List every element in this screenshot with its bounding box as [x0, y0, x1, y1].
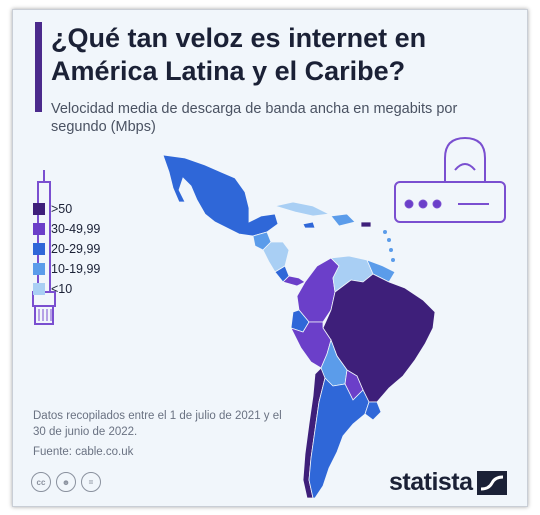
brand-name: statista [389, 468, 473, 496]
country-hispaniola [330, 213, 356, 227]
legend-swatch [33, 243, 45, 255]
country-jamaica [302, 221, 316, 229]
legend-label: <10 [51, 282, 73, 296]
country-guyana-suriname [366, 259, 396, 283]
router-icon [394, 136, 506, 223]
legend-label: >50 [51, 202, 73, 216]
data-collection-note: Datos recopilados entre el 1 de julio de… [33, 410, 282, 438]
page-title: ¿Qué tan veloz es internet en América La… [51, 23, 427, 86]
country-mexico [162, 154, 279, 237]
legend-item: 30-49,99 [33, 222, 100, 236]
islands-lesser-antilles [379, 230, 395, 270]
legend-item: 20-29,99 [33, 242, 100, 256]
legend-label: 30-49,99 [51, 222, 101, 236]
country-argentina [308, 377, 370, 499]
latin-america-map [32, 136, 506, 499]
legend-label: 10-19,99 [51, 262, 101, 276]
title-accent-bar [35, 22, 42, 112]
nd-icon[interactable]: = [81, 472, 101, 492]
legend-swatch [33, 203, 45, 215]
page-subtitle: Velocidad media de descarga de banda anc… [51, 101, 458, 135]
country-puerto-rico [360, 221, 372, 228]
country-panama [282, 275, 306, 287]
legend-swatch [33, 283, 45, 295]
legend-swatch [33, 263, 45, 275]
legend-item: 10-19,99 [33, 262, 100, 276]
country-cuba [273, 201, 331, 217]
country-honduras-nicaragua [262, 241, 290, 273]
statista-mark-icon [476, 470, 507, 495]
legend-swatch [33, 223, 45, 235]
by-icon[interactable]: ☻ [56, 472, 76, 492]
source-text: Fuente: cable.co.uk [33, 446, 134, 458]
legend-label: 20-29,99 [51, 242, 101, 256]
legend-item: <10 [33, 282, 72, 296]
legend: >50 30-49,99 20-29,99 10-19,99 <10 [33, 180, 153, 360]
license-icons: cc ☻ = [31, 472, 101, 492]
country-uruguay [364, 401, 382, 421]
cc-icon[interactable]: cc [31, 472, 51, 492]
statista-logo[interactable]: statista [389, 468, 507, 497]
infographic-card: ¿Qué tan veloz es internet en América La… [12, 9, 528, 507]
legend-item: >50 [33, 202, 72, 216]
